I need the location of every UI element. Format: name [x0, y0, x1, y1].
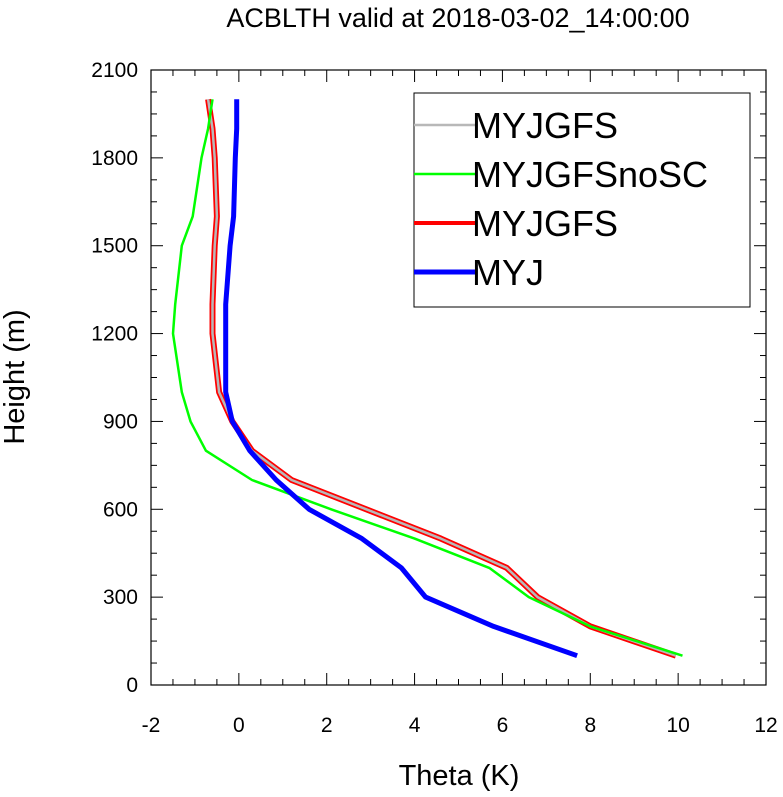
y-tick-label: 0: [126, 674, 138, 697]
y-axis-title: Height (m): [0, 309, 31, 444]
legend: MYJGFS MYJGFSnoSC MYJGFS MYJ: [413, 92, 751, 308]
x-tick-label: 12: [754, 714, 777, 737]
legend-label-myjgfsnosc: MYJGFSnoSC: [472, 154, 708, 195]
y-tick-label: 300: [103, 586, 138, 609]
y-tick-label: 600: [103, 498, 138, 521]
legend-label-myjgfs-gray: MYJGFS: [472, 105, 618, 146]
y-tick-label: 2100: [91, 59, 138, 82]
x-tick-label: 10: [666, 714, 689, 737]
x-tick-label: 8: [584, 714, 596, 737]
x-tick-label: -2: [142, 714, 161, 737]
y-tick-label: 900: [103, 410, 138, 433]
series-line-myjgfsnosc: [171, 99, 683, 657]
legend-label-myj: MYJ: [472, 252, 544, 293]
chart-title: ACBLTH valid at 2018-03-02_14:00:00: [226, 3, 689, 33]
x-tick-label: 0: [233, 714, 245, 737]
x-tick-label: 2: [321, 714, 333, 737]
x-tick-label: 6: [497, 714, 509, 737]
y-tick-label: 1500: [91, 235, 138, 258]
x-axis-title: Theta (K): [399, 760, 520, 792]
y-tick-label: 1200: [91, 323, 138, 346]
y-tick-label: 1800: [91, 147, 138, 170]
x-tick-label: 4: [409, 714, 421, 737]
legend-label-myjgfs-red: MYJGFS: [472, 203, 618, 244]
axis-ticks: [150, 69, 767, 686]
series-line-myj: [223, 99, 578, 659]
series-lines: [171, 98, 683, 659]
